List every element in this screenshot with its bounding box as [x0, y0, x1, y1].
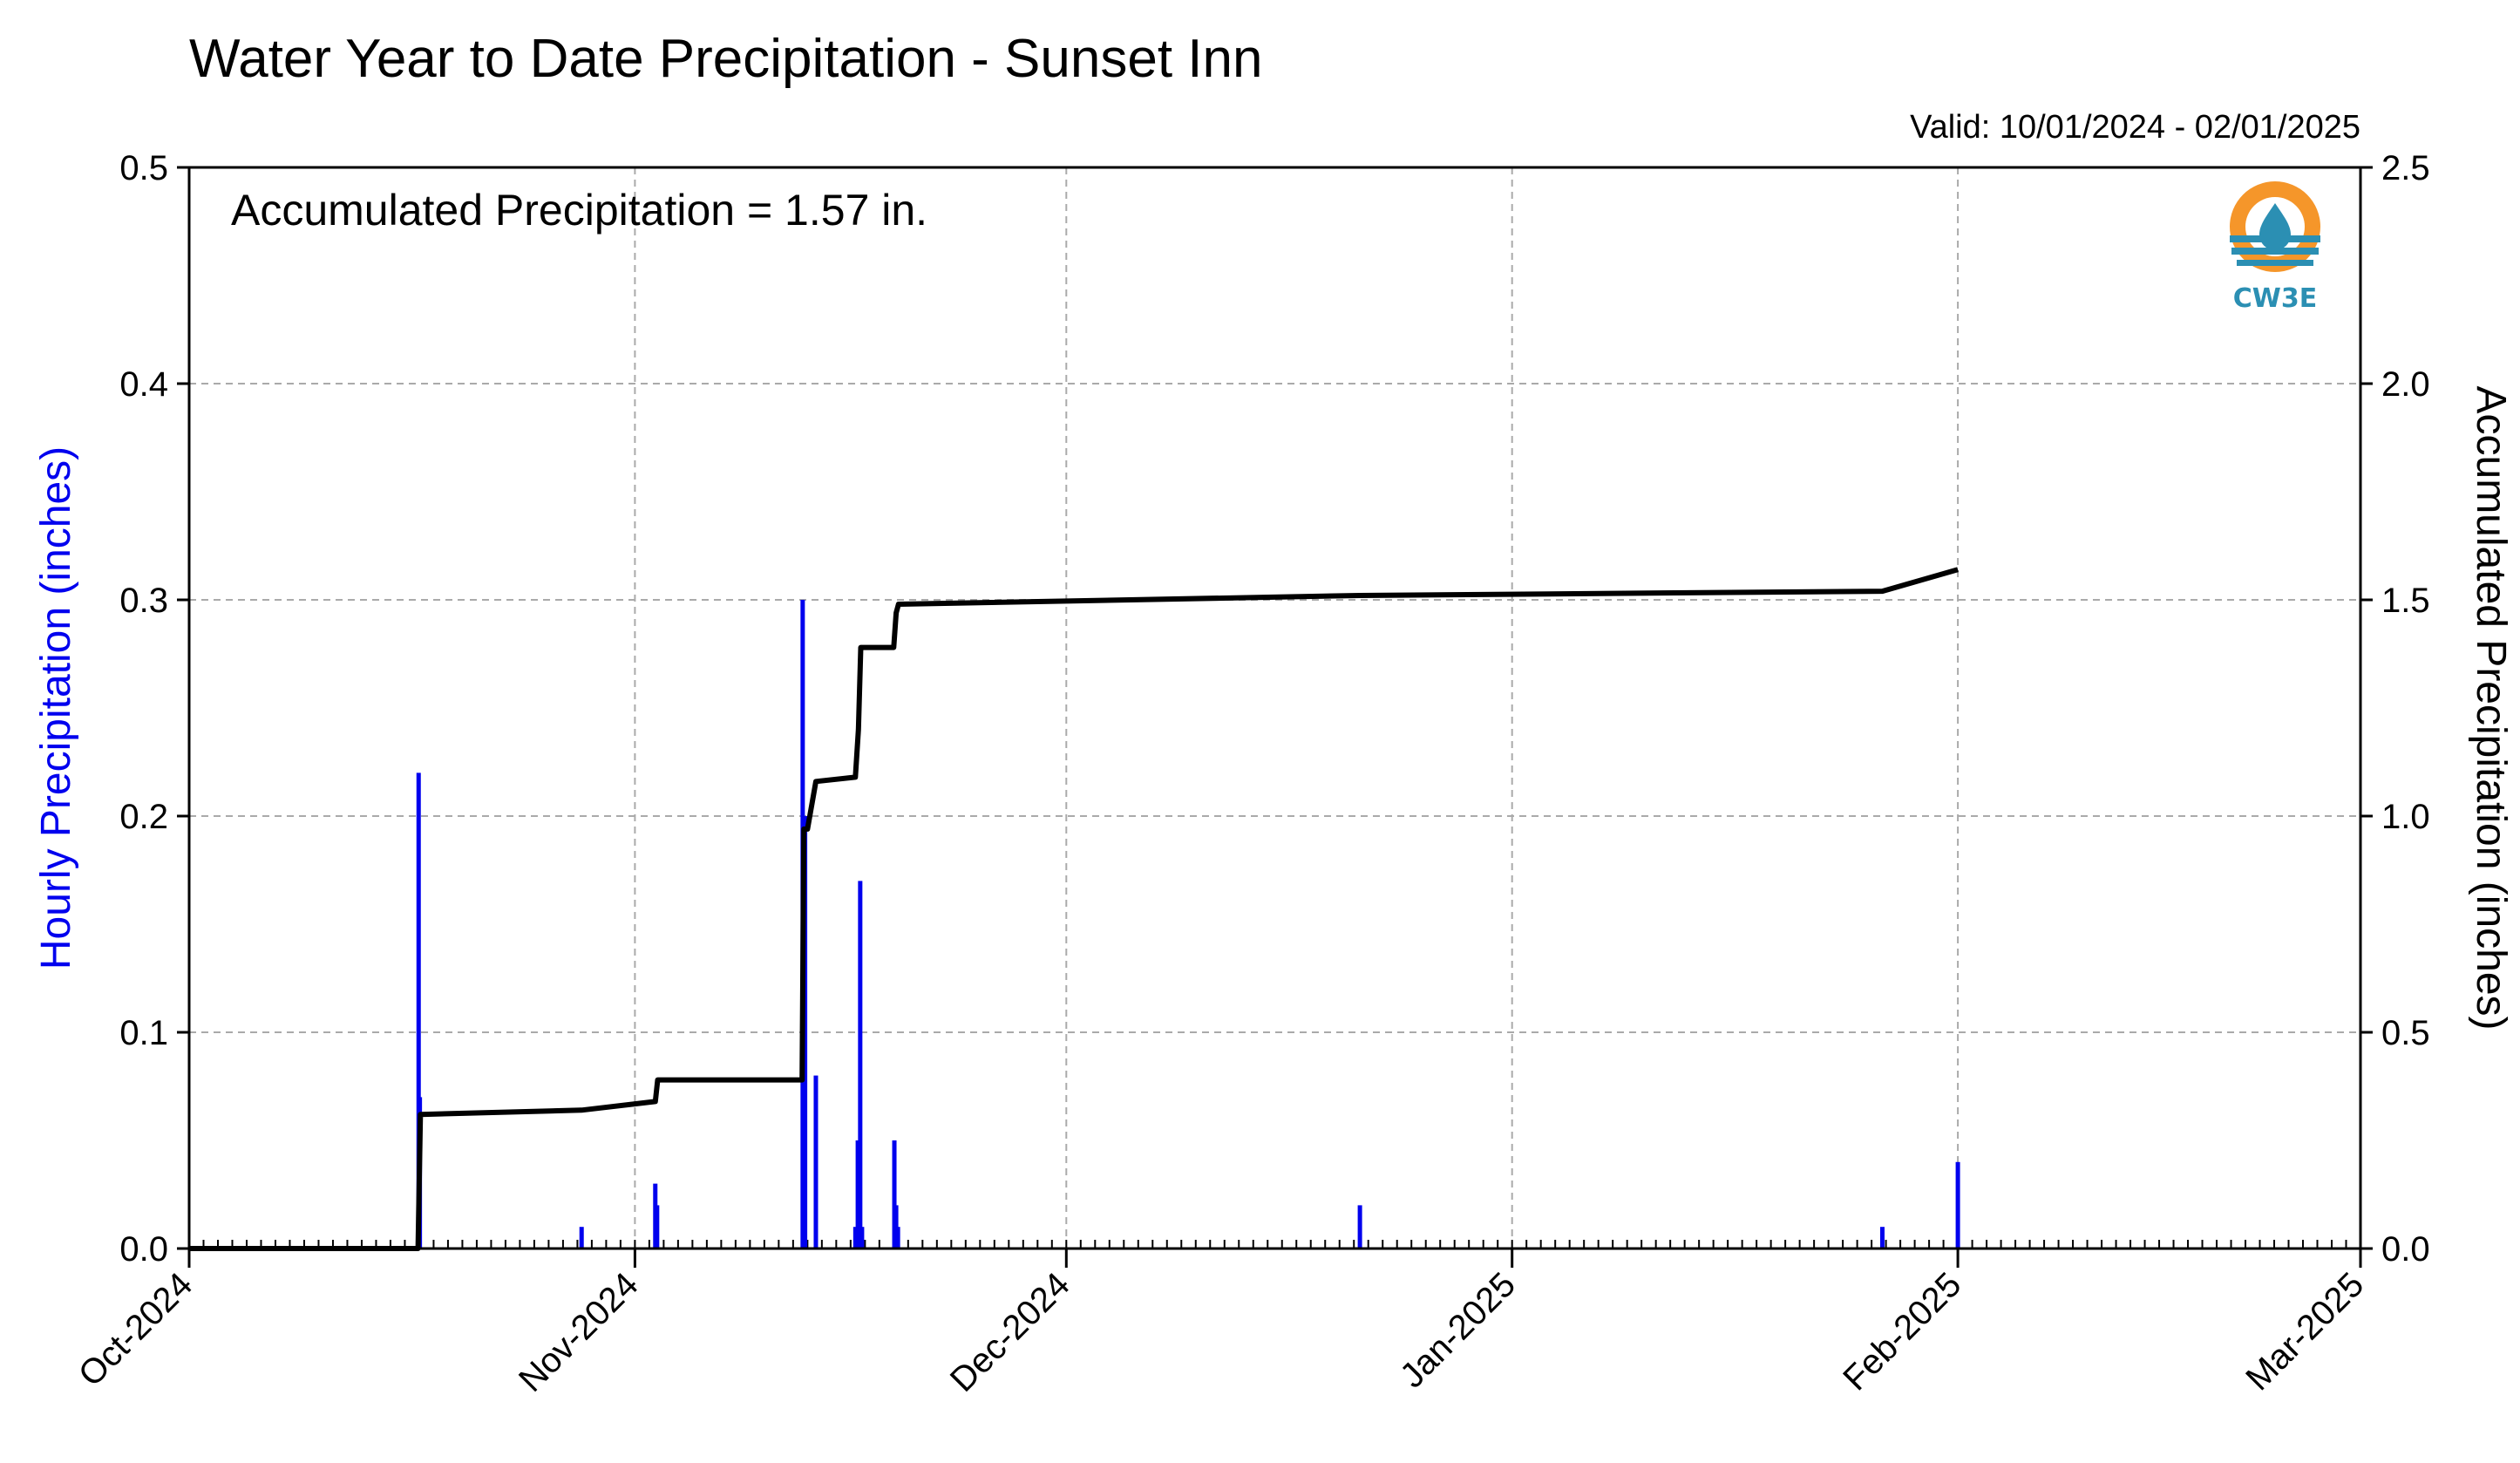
y-right-tick-label: 2.0 [2381, 365, 2430, 404]
hourly-bar [895, 1227, 900, 1249]
y-left-tick-label: 0.2 [119, 798, 168, 836]
plot-frame [187, 166, 2362, 1250]
logo-label: CW3E [2233, 283, 2317, 314]
y-left-tick-label: 0.0 [119, 1230, 168, 1269]
grid-lines [189, 167, 2360, 1249]
y-left-axis-label: Hourly Precipitation (inches) [33, 446, 79, 970]
accumulated-line [189, 567, 1959, 1251]
hourly-bar [852, 1227, 858, 1249]
y-right-tick-label: 0.0 [2381, 1230, 2430, 1269]
hourly-bar [803, 816, 808, 1249]
axes: 0.0 0.1 0.2 0.3 0.4 0.5 0.0 0.5 1.0 1.5 2.0 2.5 Oct-… [33, 149, 2514, 1399]
x-minor-ticks [202, 1240, 2347, 1249]
accumulated-line-group [189, 567, 1959, 1251]
y-right-tick-label: 1.5 [2381, 582, 2430, 620]
x-tick-label: Nov-2024 [512, 1265, 646, 1399]
hourly-bar [855, 1140, 860, 1249]
chart-title: Water Year to Date Precipitation - Sunse… [189, 29, 1263, 89]
y-left-tick-label: 0.5 [119, 149, 168, 187]
hourly-bar [858, 881, 863, 1249]
chart-subtitle: Valid: 10/01/2024 - 02/01/2025 [1910, 109, 2360, 146]
hourly-bars [416, 600, 1960, 1249]
logo-wave-2 [2231, 248, 2319, 255]
y-left-tick-label: 0.3 [119, 582, 168, 620]
hourly-bar [813, 1075, 818, 1249]
x-tick-label: Mar-2025 [2238, 1265, 2371, 1398]
hourly-bar [1357, 1205, 1362, 1249]
cw3e-logo: CW3E [2230, 181, 2320, 314]
x-tick-label: Jan-2025 [1393, 1265, 1523, 1395]
hourly-bar [1879, 1227, 1885, 1249]
hourly-bar [859, 1227, 865, 1249]
x-tick-label: Dec-2024 [943, 1265, 1077, 1399]
y-right-tick-label: 1.0 [2381, 798, 2430, 836]
hourly-bar [579, 1227, 584, 1249]
y-left-tick-label: 0.1 [119, 1014, 168, 1052]
hourly-bar [1955, 1161, 1960, 1249]
y-right-tick-label: 2.5 [2381, 149, 2430, 187]
accumulated-annotation: Accumulated Precipitation = 1.57 in. [231, 186, 927, 235]
x-tick-label: Oct-2024 [71, 1265, 200, 1393]
y-left-tick-label: 0.4 [119, 365, 168, 404]
logo-wave-3 [2237, 260, 2313, 266]
y-right-tick-label: 0.5 [2381, 1014, 2430, 1052]
hourly-bar [655, 1205, 660, 1249]
hourly-bar [416, 772, 421, 1249]
y-right-axis-label: Accumulated Precipitation (inches) [2468, 385, 2514, 1030]
hourly-bar [892, 1140, 897, 1249]
x-tick-label: Feb-2025 [1836, 1265, 1968, 1398]
logo-wave-1 [2230, 235, 2320, 242]
